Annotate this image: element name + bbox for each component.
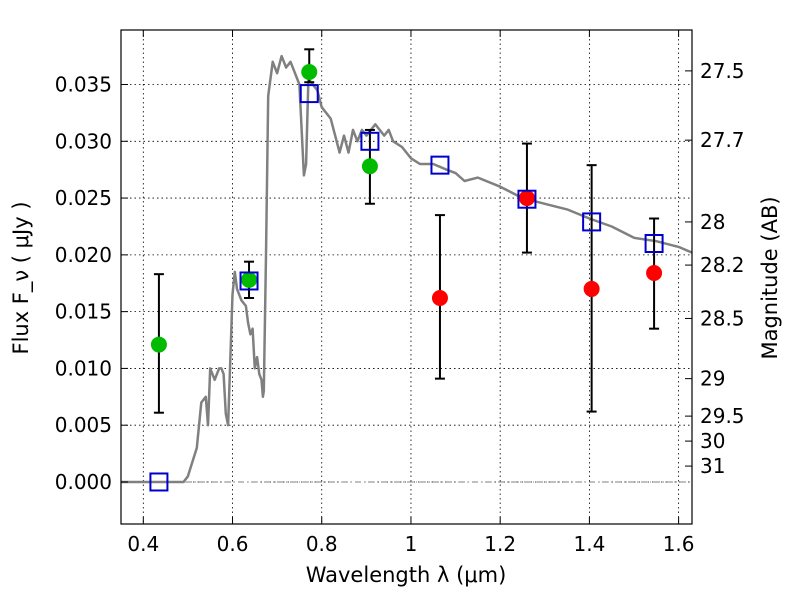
x-axis-label: Wavelength λ (μm): [306, 563, 507, 587]
model-spectrum-line: [121, 54, 692, 484]
upper-limit-point: [518, 190, 535, 207]
x-tick-label: 1.2: [484, 532, 516, 556]
model-photometry-square: [644, 233, 664, 253]
detection-point: [241, 271, 258, 288]
model-photometry-square: [582, 212, 602, 232]
y-tick-label: 0.000: [55, 470, 112, 494]
right-tick-label: 27.5: [700, 59, 745, 83]
y-axis-label: Flux F_ν ( μJy ): [9, 201, 34, 354]
right-tick-label: 29: [700, 367, 725, 391]
right-tick-label: 27.7: [700, 128, 745, 152]
model-photometry-square: [517, 189, 537, 209]
right-tick-label: 30: [700, 429, 725, 453]
y-tick-label: 0.015: [55, 300, 112, 324]
axes: [120, 29, 693, 525]
model-photometry-square: [149, 472, 169, 492]
y-tick-label: 0.020: [55, 243, 112, 267]
x-tick-label: 0.6: [217, 532, 249, 556]
plot-frame: [120, 29, 693, 525]
upper-limit-point: [583, 280, 600, 297]
x-tick-label: 0.8: [306, 532, 338, 556]
detection-point: [150, 336, 167, 353]
detection-point: [361, 158, 378, 175]
plot-area: [121, 48, 692, 492]
x-tick-label: 1.6: [663, 532, 695, 556]
y-tick-label: 0.005: [55, 413, 112, 437]
model-photometry-square: [430, 155, 450, 175]
right-axis-label: Magnitude (AB): [758, 196, 782, 359]
model-photometry-square: [299, 84, 319, 104]
model-photometry-square: [360, 131, 380, 151]
right-tick-label: 28: [700, 210, 725, 234]
ticks: 0.4 0.6 0.8 1 1.2 1.4 1.6 0.000 0.005 0.010 0.015 0…: [55, 30, 745, 556]
grid-lines: [121, 30, 692, 524]
x-tick-label: 1.4: [573, 532, 605, 556]
x-tick-label: 0.4: [127, 532, 159, 556]
y-tick-label: 0.010: [55, 356, 112, 380]
y-tick-label: 0.035: [55, 73, 112, 97]
y-tick-label: 0.025: [55, 186, 112, 210]
model-photometry-square: [239, 271, 259, 291]
right-tick-label: 31: [700, 454, 725, 478]
upper-limit-point: [646, 265, 663, 282]
x-tick-label: 1: [405, 532, 418, 556]
upper-limit-point: [431, 290, 448, 307]
right-tick-label: 28.2: [700, 253, 745, 277]
detection-point: [301, 64, 318, 81]
y-tick-label: 0.030: [55, 129, 112, 153]
right-tick-label: 28.5: [700, 306, 745, 330]
right-tick-label: 29.5: [700, 404, 745, 428]
